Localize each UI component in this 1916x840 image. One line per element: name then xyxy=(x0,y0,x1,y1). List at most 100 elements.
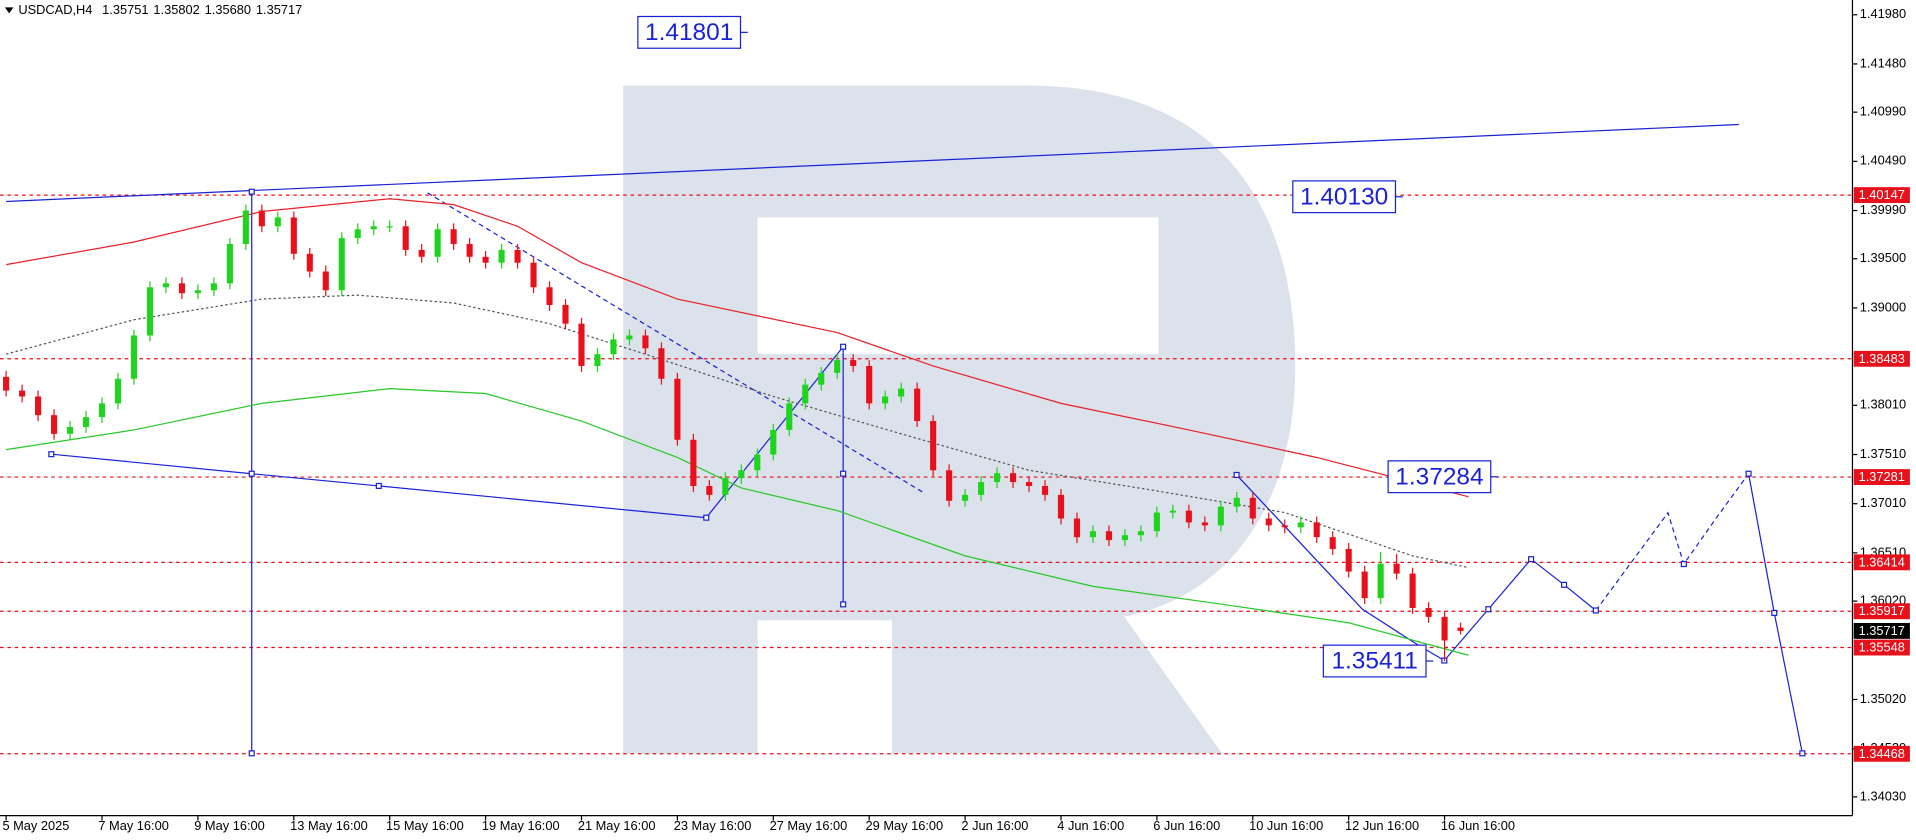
labels: 1.41980 1.41480 1.40990 1.40490 1.39990 1.395… xyxy=(2,6,1910,833)
candle-body xyxy=(1425,607,1432,617)
candle-body xyxy=(1041,486,1049,495)
y-tick-label: 1.39500 xyxy=(1860,250,1906,265)
analyst-drawings xyxy=(6,123,1806,757)
candle-body xyxy=(690,439,697,487)
x-tick-label: 19 May 16:00 xyxy=(482,818,560,833)
candle-body xyxy=(1105,531,1112,541)
level-label: 1.35917 xyxy=(1859,603,1905,618)
candle-body xyxy=(1185,510,1192,523)
candle-body xyxy=(114,378,122,404)
candle-body xyxy=(1025,482,1033,487)
candle-body xyxy=(82,417,90,427)
candle-body xyxy=(51,415,58,434)
level-label-box xyxy=(1853,187,1910,204)
levels-layer xyxy=(0,194,1853,755)
candle-body xyxy=(194,290,201,294)
candle-body xyxy=(674,378,681,440)
level-label-box xyxy=(1853,603,1910,620)
candle-body xyxy=(993,473,1001,483)
chart-header: USDCAD,H4 1.35751 1.35802 1.35680 1.35717 xyxy=(18,2,302,17)
x-tick-label: 29 May 16:00 xyxy=(866,818,944,833)
anchor-point xyxy=(840,343,847,350)
candle-body xyxy=(130,335,138,379)
candle-body xyxy=(610,339,617,355)
y-tick-label: 1.39000 xyxy=(1860,299,1906,314)
level-label: 1.40147 xyxy=(1859,187,1905,202)
candle-body xyxy=(354,229,361,239)
level-label-box xyxy=(1853,745,1910,762)
candle-body xyxy=(802,384,809,404)
level-label-box xyxy=(1853,350,1910,367)
candle-body xyxy=(402,226,409,250)
candle-body xyxy=(818,372,825,385)
y-tick-label: 1.34030 xyxy=(1860,788,1906,803)
candle-body xyxy=(482,256,489,263)
candle-body xyxy=(1249,497,1256,519)
candle-body xyxy=(290,217,297,254)
candle-body xyxy=(146,287,154,336)
candle-body xyxy=(642,335,649,349)
candle-body xyxy=(706,486,713,495)
candle-body xyxy=(1329,537,1336,549)
candle-body xyxy=(514,249,521,263)
candle-body xyxy=(1313,522,1320,538)
dashed-line xyxy=(427,192,923,493)
candle-body xyxy=(722,478,729,495)
annotation-label: 1.37284 xyxy=(1395,463,1483,490)
candle-body xyxy=(1057,494,1065,519)
candle-body xyxy=(930,421,937,471)
candle-body xyxy=(786,403,793,430)
x-tick-label: 5 May 2025 xyxy=(2,818,69,833)
candle-body xyxy=(1409,573,1416,608)
candle-body xyxy=(322,271,329,291)
candle-body xyxy=(210,283,217,291)
candle-body xyxy=(754,454,761,471)
candle-body xyxy=(306,253,313,272)
forecast-path xyxy=(1236,474,1597,662)
x-tick-label: 27 May 16:00 xyxy=(770,818,848,833)
indicator-line xyxy=(6,198,1469,498)
candle-body xyxy=(274,217,281,227)
candle-body xyxy=(770,429,777,455)
candle-body xyxy=(434,229,441,257)
candle-body xyxy=(978,482,985,495)
x-tick-label: 2 Jun 16:00 xyxy=(961,818,1028,833)
candle-body xyxy=(66,426,74,434)
annotation-label: 1.41801 xyxy=(645,19,733,46)
candle-body xyxy=(1361,571,1368,599)
annotation-box xyxy=(1292,180,1397,214)
candle-body xyxy=(466,243,473,257)
candle-body xyxy=(1137,531,1144,536)
current-price-box xyxy=(1853,622,1910,639)
level-label: 1.35548 xyxy=(1859,640,1905,655)
anchor-point xyxy=(248,750,255,757)
x-tick-label: 16 Jun 16:00 xyxy=(1441,818,1515,833)
x-tick-label: 12 Jun 16:00 xyxy=(1345,818,1419,833)
candle-body xyxy=(370,226,377,230)
candle-body xyxy=(162,283,169,288)
anchor-point xyxy=(248,188,255,195)
candle-body xyxy=(914,388,921,422)
candle-body xyxy=(530,262,537,288)
anchor-point xyxy=(248,470,255,477)
candle-body xyxy=(882,396,889,404)
annotation-label: 1.40130 xyxy=(1300,183,1388,210)
candle-body xyxy=(498,249,505,263)
candle-body xyxy=(450,229,457,244)
x-tick-label: 13 May 16:00 xyxy=(290,818,368,833)
anchor-point xyxy=(1771,609,1778,616)
y-tick-label: 1.39990 xyxy=(1860,202,1906,217)
x-tick-label: 15 May 16:00 xyxy=(386,818,464,833)
candle-body xyxy=(1217,506,1224,526)
candle-body xyxy=(1201,522,1208,526)
candle-body xyxy=(1441,616,1448,641)
candle-body xyxy=(1089,531,1097,538)
candle-body xyxy=(338,238,345,291)
anchor-point xyxy=(375,482,382,489)
level-label-box xyxy=(1853,639,1910,656)
header-arrow xyxy=(4,7,14,14)
header-close: 1.35717 xyxy=(256,2,302,17)
annotation-label: 1.35411 xyxy=(1331,648,1417,675)
